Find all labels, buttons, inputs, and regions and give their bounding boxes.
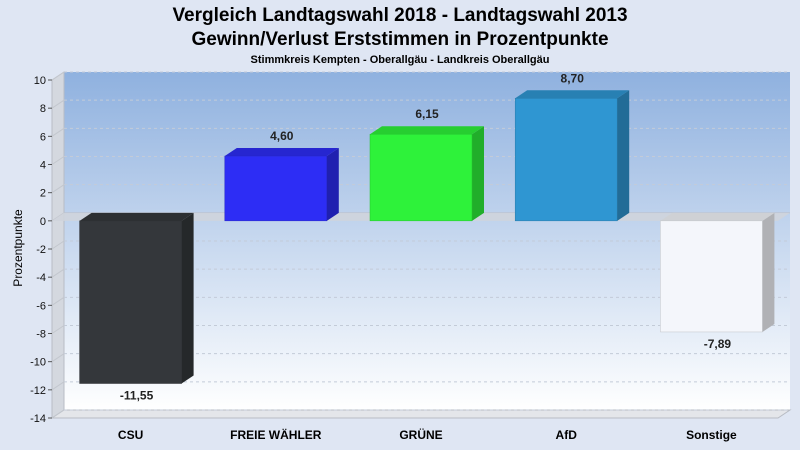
data-label: 4,60: [270, 129, 294, 143]
chart-title: Vergleich Landtagswahl 2018 - Landtagswa…: [172, 5, 628, 26]
side-gridline: [51, 71, 65, 81]
y-tick-label: -2: [36, 244, 46, 256]
data-label: 6,15: [415, 107, 439, 121]
y-tick-label: 6: [40, 131, 46, 143]
bar-side: [617, 90, 630, 221]
side-gridline: [51, 353, 65, 363]
bar-side: [326, 148, 339, 221]
side-gridline: [51, 381, 65, 391]
bar-sonstige: [660, 212, 775, 333]
side-gridline: [51, 296, 65, 306]
plot-floor: [50, 409, 792, 419]
bar-side: [472, 126, 484, 221]
chart-subtitle: Gewinn/Verlust Erststimmen in Prozentpun…: [191, 29, 609, 50]
bar-front: [224, 155, 328, 222]
x-tick-label: GRÜNE: [399, 427, 442, 442]
x-tick-label: FREIE WÄHLER: [230, 427, 322, 442]
y-tick-label: -14: [30, 413, 46, 425]
bar-top: [79, 212, 194, 221]
y-tick-label: -6: [36, 300, 46, 312]
bar-gr-ne: [369, 126, 484, 222]
bar-top: [224, 148, 339, 157]
chart-subsubtitle: Stimmkreis Kempten - Oberallgäu - Landkr…: [250, 54, 550, 66]
data-label: -7,89: [704, 337, 732, 351]
y-tick-label: 10: [34, 75, 46, 87]
bar-front: [514, 98, 618, 222]
bar-side: [181, 212, 194, 384]
side-gridline: [51, 127, 65, 137]
bar-csu: [79, 212, 194, 384]
x-tick-label: Sonstige: [686, 428, 737, 442]
bar-freie-w-hler: [224, 148, 339, 222]
y-tick-label: -10: [30, 357, 46, 369]
side-gridline: [51, 156, 65, 165]
side-gridline: [51, 99, 65, 109]
bar-top: [515, 90, 630, 99]
y-tick-label: -8: [36, 329, 46, 341]
y-tick-label: -12: [30, 385, 46, 397]
bar-afd: [514, 90, 630, 222]
y-tick-label: -4: [36, 272, 46, 284]
y-tick-label: 4: [40, 160, 46, 172]
bar-front: [369, 133, 473, 222]
y-tick-label: 2: [40, 188, 46, 200]
side-gridline: [51, 325, 65, 334]
bar-front: [660, 220, 763, 333]
side-gridline: [51, 409, 65, 419]
y-axis-label: Prozentpunkte: [11, 209, 25, 287]
x-tick-label: CSU: [118, 428, 143, 442]
data-label: -11,55: [120, 388, 154, 402]
x-tick-label: AfD: [556, 428, 578, 442]
side-gridline: [51, 184, 65, 194]
side-gridline: [51, 268, 65, 278]
data-label: 8,70: [561, 71, 585, 85]
bar-top: [660, 212, 775, 221]
y-tick-label: 8: [40, 103, 46, 115]
bar-side: [762, 212, 775, 332]
bar-top: [370, 126, 484, 135]
y-tick-label: 0: [40, 216, 46, 228]
bar-front: [79, 220, 182, 384]
side-gridline: [51, 240, 65, 250]
